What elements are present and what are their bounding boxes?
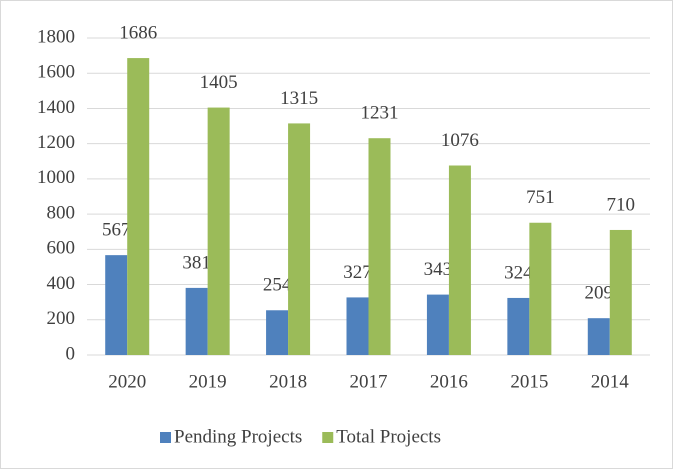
- bar: [288, 123, 311, 356]
- bar: [207, 107, 230, 355]
- y-tick-label: 1800: [37, 26, 75, 47]
- data-label: 327: [343, 262, 372, 283]
- data-label: 1686: [119, 22, 157, 43]
- bar: [185, 287, 208, 355]
- x-tick-label: 2014: [591, 371, 630, 392]
- bar: [127, 58, 150, 356]
- x-tick-label: 2019: [189, 371, 227, 392]
- data-label: 381: [182, 252, 211, 273]
- y-tick-label: 1000: [37, 167, 75, 188]
- y-tick-label: 0: [66, 343, 76, 364]
- bar: [266, 310, 289, 355]
- x-tick-label: 2016: [430, 371, 468, 392]
- bar: [105, 255, 128, 355]
- data-label: 1076: [441, 130, 479, 151]
- legend-label: Pending Projects: [174, 426, 302, 447]
- data-label: 324: [504, 262, 533, 283]
- data-label: 710: [607, 194, 636, 215]
- x-tick-label: 2017: [350, 371, 388, 392]
- data-label: 1405: [200, 72, 238, 93]
- bar: [529, 222, 552, 355]
- data-label: 209: [585, 283, 614, 304]
- x-tick-label: 2020: [108, 371, 146, 392]
- legend-swatch: [160, 432, 171, 443]
- bar: [448, 165, 471, 355]
- y-tick-label: 1200: [37, 132, 75, 153]
- legend-label: Total Projects: [336, 426, 441, 447]
- legend-swatch: [322, 432, 334, 443]
- data-label: 567: [102, 220, 131, 241]
- x-tick-label: 2015: [510, 371, 548, 392]
- y-tick-label: 600: [47, 238, 76, 259]
- bar: [346, 297, 369, 355]
- data-label: 751: [526, 187, 555, 208]
- x-tick-label: 2018: [269, 371, 307, 392]
- y-tick-label: 800: [47, 202, 76, 223]
- data-label: 1315: [280, 88, 318, 109]
- bar: [507, 297, 530, 355]
- bar: [609, 229, 632, 355]
- y-tick-label: 1400: [37, 97, 75, 118]
- data-label: 1231: [361, 103, 399, 124]
- bar: [426, 294, 449, 355]
- y-tick-label: 1600: [37, 62, 75, 83]
- data-label: 254: [263, 275, 292, 296]
- y-tick-label: 400: [47, 273, 76, 294]
- bar: [587, 318, 610, 355]
- bar: [368, 138, 391, 355]
- data-label: 343: [424, 259, 453, 280]
- y-tick-label: 200: [47, 308, 76, 329]
